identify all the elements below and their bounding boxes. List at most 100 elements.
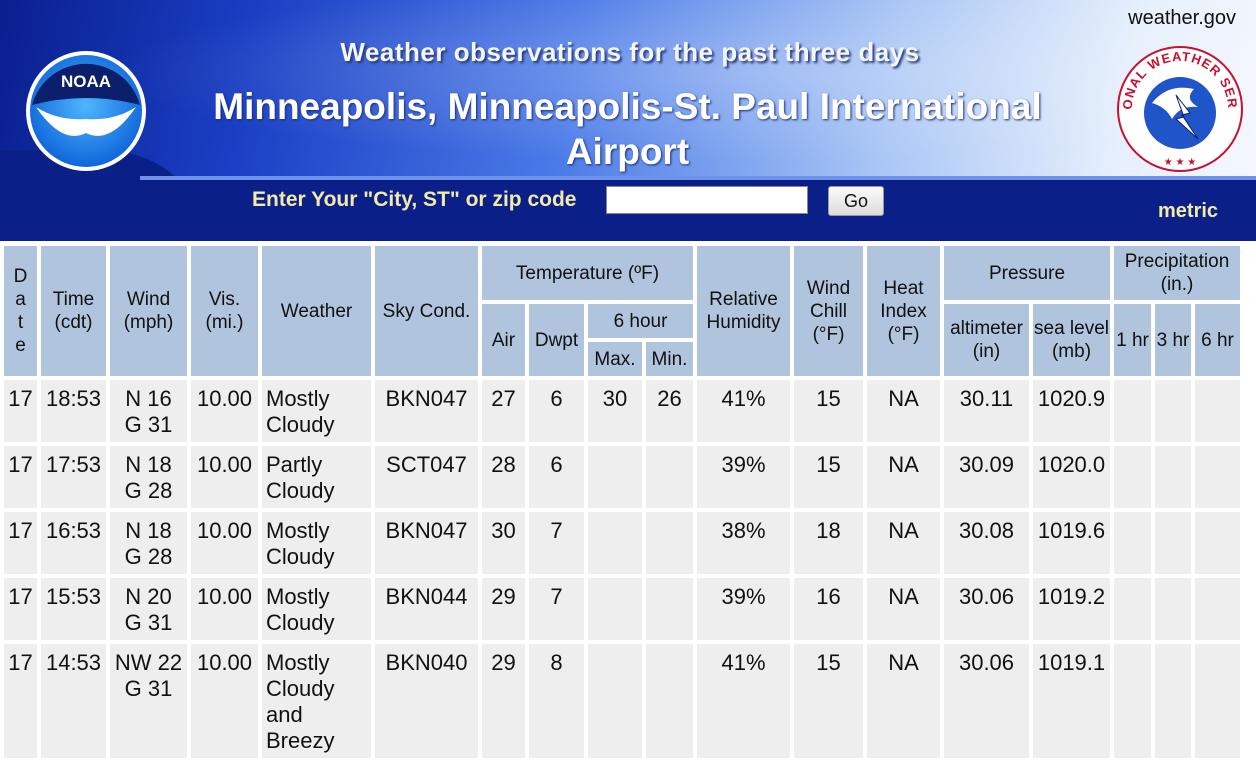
cell-sea-level: 1020.9 xyxy=(1033,380,1110,442)
cell-heat-index: NA xyxy=(867,512,940,574)
station-title: Minneapolis, Minneapolis-St. Paul Intern… xyxy=(213,86,1042,172)
header-air: Air xyxy=(482,304,525,376)
cell-sky-condition: SCT047 xyxy=(375,446,478,508)
cell-altimeter: 30.11 xyxy=(944,380,1029,442)
cell-time: 14:53 xyxy=(41,644,106,758)
cell-air: 28 xyxy=(482,446,525,508)
cell-precip-1hr xyxy=(1114,446,1151,508)
nws-logo-icon[interactable]: NATIONAL WEATHER SERVICE ★ ★ ★ xyxy=(1114,43,1246,175)
cell-wind: NW 22 G 31 xyxy=(110,644,187,758)
cell-precip-3hr xyxy=(1155,380,1191,442)
header-pressure: Pressure xyxy=(944,246,1110,300)
header-sky-condition: Sky Cond. xyxy=(375,246,478,376)
cell-sky-condition: BKN047 xyxy=(375,380,478,442)
metric-link[interactable]: metric xyxy=(1158,200,1219,222)
cell-min xyxy=(646,578,693,640)
cell-min xyxy=(646,644,693,758)
cell-wind-chill: 15 xyxy=(794,644,863,758)
header-weather: Weather xyxy=(262,246,371,376)
header-sea-level: sea level (mb) xyxy=(1033,304,1110,376)
cell-humidity: 39% xyxy=(697,578,790,640)
header-heat-index: Heat Index (°F) xyxy=(867,246,940,376)
cell-heat-index: NA xyxy=(867,644,940,758)
header-banner: weather.gov NOAA Weather observations fo… xyxy=(0,0,1256,241)
cell-max: 30 xyxy=(588,380,642,442)
cell-sea-level: 1020.0 xyxy=(1033,446,1110,508)
table-row: 17 14:53 NW 22 G 31 10.00 Mostly Cloudy … xyxy=(4,644,1240,758)
cell-altimeter: 30.06 xyxy=(944,644,1029,758)
cell-air: 30 xyxy=(482,512,525,574)
cell-dewpoint: 7 xyxy=(529,578,584,640)
cell-air: 27 xyxy=(482,380,525,442)
cell-sky-condition: BKN047 xyxy=(375,512,478,574)
cell-sky-condition: BKN040 xyxy=(375,644,478,758)
cell-heat-index: NA xyxy=(867,446,940,508)
cell-wind-chill: 15 xyxy=(794,446,863,508)
cell-time: 15:53 xyxy=(41,578,106,640)
cell-weather: Mostly Cloudy xyxy=(262,578,371,640)
table-row: 17 15:53 N 20 G 31 10.00 Mostly Cloudy B… xyxy=(4,578,1240,640)
cell-visibility: 10.00 xyxy=(191,446,258,508)
cell-precip-1hr xyxy=(1114,578,1151,640)
cell-wind: N 18 G 28 xyxy=(110,512,187,574)
cell-sea-level: 1019.1 xyxy=(1033,644,1110,758)
cell-precip-1hr xyxy=(1114,380,1151,442)
header-precip-6hr: 6 hr xyxy=(1195,304,1240,376)
cell-dewpoint: 8 xyxy=(529,644,584,758)
cell-min: 26 xyxy=(646,380,693,442)
cell-max xyxy=(588,512,642,574)
table-row: 17 17:53 N 18 G 28 10.00 Partly Cloudy S… xyxy=(4,446,1240,508)
cell-dewpoint: 6 xyxy=(529,446,584,508)
cell-precip-6hr xyxy=(1195,578,1240,640)
cell-humidity: 38% xyxy=(697,512,790,574)
cell-altimeter: 30.09 xyxy=(944,446,1029,508)
noaa-logo-icon[interactable]: NOAA xyxy=(22,47,150,175)
header-wind: Wind (mph) xyxy=(110,246,187,376)
cell-sky-condition: BKN044 xyxy=(375,578,478,640)
noaa-logo-text: NOAA xyxy=(61,72,111,91)
header-6-hour: 6 hour xyxy=(588,304,693,338)
cell-time: 16:53 xyxy=(41,512,106,574)
cell-visibility: 10.00 xyxy=(191,644,258,758)
weather-gov-link[interactable]: weather.gov xyxy=(1128,7,1236,29)
table-row: 17 18:53 N 16 G 31 10.00 Mostly Cloudy B… xyxy=(4,380,1240,442)
cell-wind-chill: 15 xyxy=(794,380,863,442)
cell-sea-level: 1019.2 xyxy=(1033,578,1110,640)
cell-precip-3hr xyxy=(1155,578,1191,640)
cell-time: 17:53 xyxy=(41,446,106,508)
cell-weather: Mostly Cloudy and Breezy xyxy=(262,644,371,758)
cell-precip-6hr xyxy=(1195,644,1240,758)
header-relative-humidity: Relative Humidity xyxy=(697,246,790,376)
table-row: 17 16:53 N 18 G 28 10.00 Mostly Cloudy B… xyxy=(4,512,1240,574)
header-altimeter: altimeter (in) xyxy=(944,304,1029,376)
cell-humidity: 39% xyxy=(697,446,790,508)
banner-glow xyxy=(0,0,1256,180)
location-search-input[interactable] xyxy=(606,186,808,214)
cell-heat-index: NA xyxy=(867,380,940,442)
cell-date: 17 xyxy=(4,578,37,640)
cell-min xyxy=(646,512,693,574)
header-visibility: Vis. (mi.) xyxy=(191,246,258,376)
cell-wind: N 20 G 31 xyxy=(110,578,187,640)
cell-heat-index: NA xyxy=(867,578,940,640)
header-max: Max. xyxy=(588,342,642,376)
cell-wind: N 18 G 28 xyxy=(110,446,187,508)
cell-max xyxy=(588,578,642,640)
cell-air: 29 xyxy=(482,578,525,640)
cell-wind: N 16 G 31 xyxy=(110,380,187,442)
header-dewpoint: Dwpt xyxy=(529,304,584,376)
cell-max xyxy=(588,644,642,758)
cell-visibility: 10.00 xyxy=(191,512,258,574)
cell-humidity: 41% xyxy=(697,380,790,442)
cell-precip-3hr xyxy=(1155,644,1191,758)
go-button[interactable]: Go xyxy=(828,186,884,216)
cell-altimeter: 30.06 xyxy=(944,578,1029,640)
svg-text:★ ★ ★: ★ ★ ★ xyxy=(1164,157,1196,168)
search-label: Enter Your "City, ST" or zip code xyxy=(252,188,577,211)
header-time: Time (cdt) xyxy=(41,246,106,376)
header-precipitation: Precipitation (in.) xyxy=(1114,246,1240,300)
cell-min xyxy=(646,446,693,508)
header-precip-3hr: 3 hr xyxy=(1155,304,1191,376)
